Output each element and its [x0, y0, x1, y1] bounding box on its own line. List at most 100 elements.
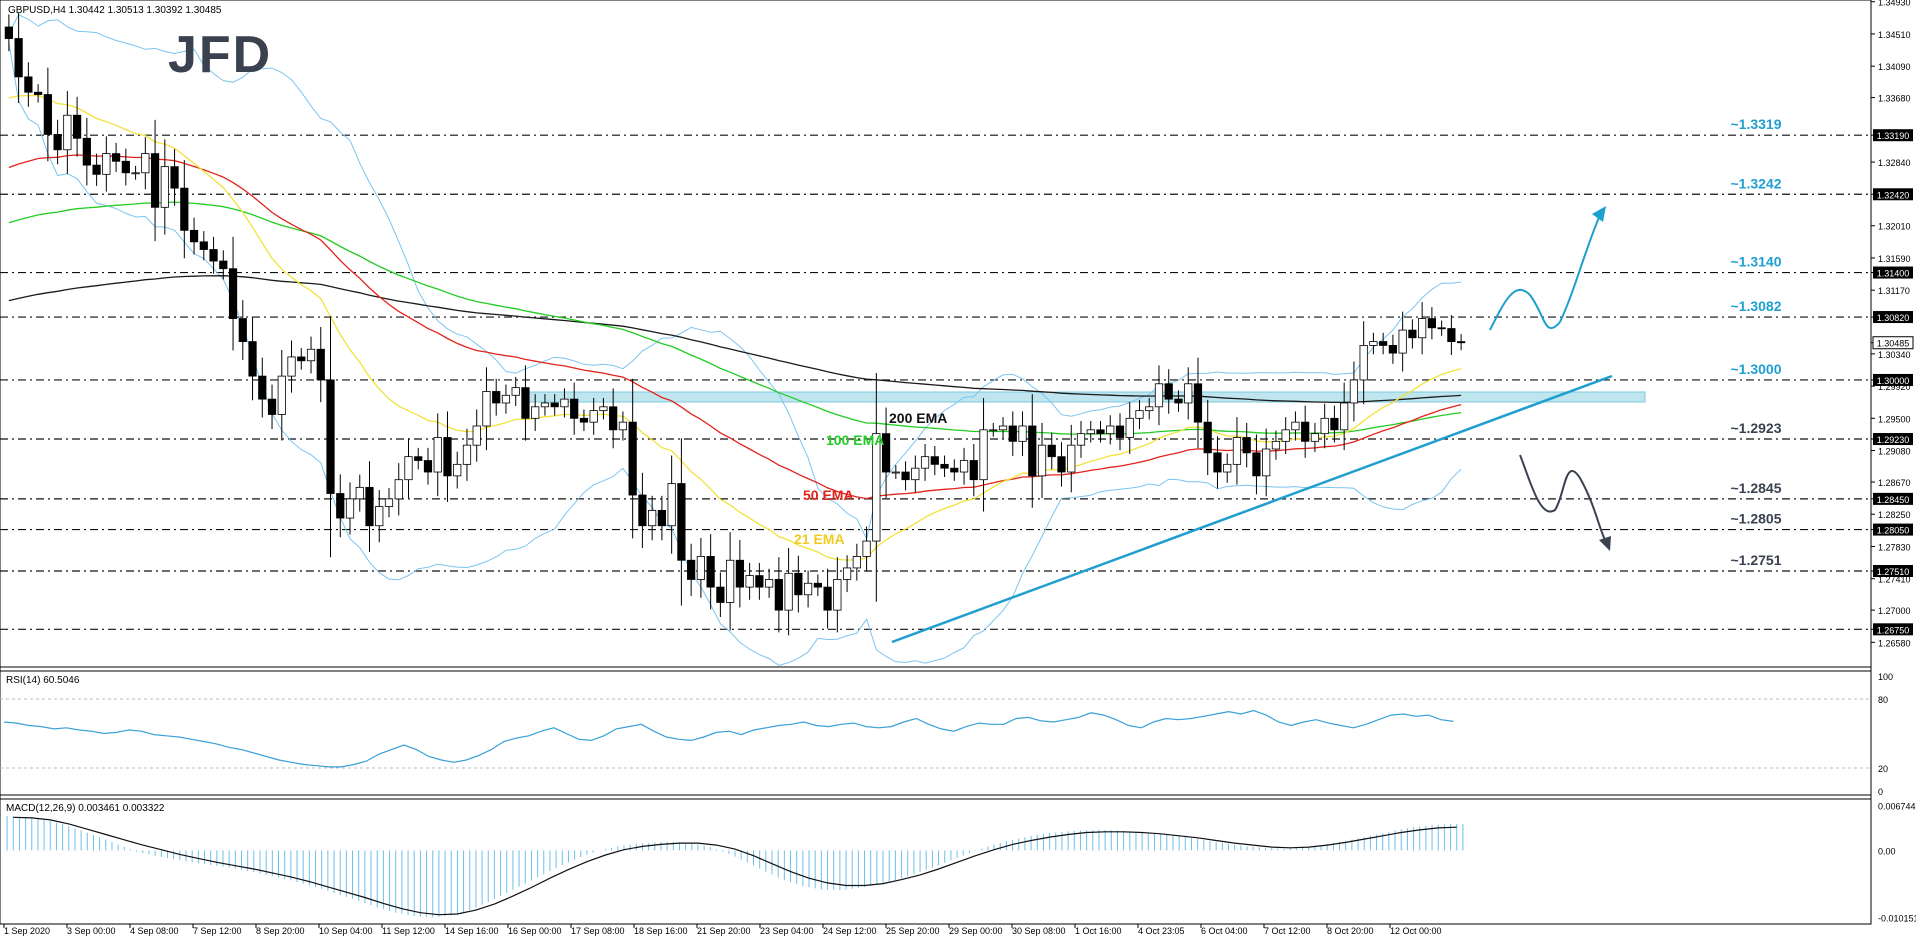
ascending-trendline: [891, 374, 1613, 644]
candle-body: [833, 579, 842, 611]
candle-body: [150, 153, 160, 208]
candle-body: [189, 229, 199, 243]
last-price-box: [1872, 336, 1914, 350]
candle-body: [1232, 437, 1242, 465]
candle-body: [14, 38, 23, 78]
candle-body: [384, 498, 394, 507]
candle-body: [998, 425, 1008, 431]
level-label: ~1.3140: [1731, 254, 1782, 270]
candle-body: [755, 575, 764, 588]
candle-body: [1203, 421, 1212, 454]
rsi-panel: 100 80 20 0: [0, 672, 1893, 797]
time-tick-label: 18 Sep 16:00: [634, 926, 688, 936]
candle-body: [365, 486, 374, 527]
time-tick-label: 3 Sep 00:00: [67, 926, 116, 936]
macd-axis-label: 0.00: [1878, 846, 1896, 856]
candle-body: [716, 586, 725, 603]
ema50-line: [8, 154, 1462, 500]
price-tick-label: 1.31170: [1878, 286, 1910, 296]
candle-body: [92, 164, 101, 175]
candle-body: [53, 134, 62, 151]
macd-axis-label: 0.006744: [1878, 802, 1916, 812]
time-tick-label: 8 Oct 20:00: [1327, 926, 1374, 936]
candle-body: [1379, 341, 1388, 346]
level-label: ~1.3082: [1731, 298, 1782, 314]
candle-body: [160, 166, 169, 208]
candle-body: [794, 572, 803, 596]
candle-body: [453, 463, 462, 477]
candle-body: [570, 398, 579, 419]
candle-body: [1174, 398, 1183, 404]
time-tick-label: 24 Sep 12:00: [823, 926, 877, 936]
candle-body: [1018, 425, 1027, 442]
ema200-label: 200 EMA: [889, 410, 947, 426]
candle-body: [638, 494, 647, 527]
level-axis-value: 1.26750: [1877, 625, 1910, 635]
level-label: ~1.2805: [1731, 511, 1782, 527]
price-tick-label: 1.27830: [1878, 542, 1911, 552]
candle-body: [1418, 318, 1427, 339]
candle-body: [726, 559, 735, 603]
candle-body: [433, 437, 442, 473]
candle-body: [1164, 383, 1173, 400]
candle-body: [550, 402, 559, 408]
price-tick-label: 1.28670: [1878, 478, 1911, 488]
ema100-label: 100 EMA: [826, 432, 884, 448]
time-tick-label: 11 Sep 12:00: [382, 926, 435, 936]
candle-body: [199, 241, 208, 250]
candle-body: [579, 417, 589, 423]
candle-body: [1106, 425, 1115, 435]
price-tick-label: 1.27000: [1878, 606, 1911, 616]
level-axis-value: 1.29230: [1877, 435, 1910, 445]
time-tick-label: 4 Oct 23:05: [1138, 926, 1185, 936]
rsi-axis-label: 20: [1878, 764, 1888, 774]
time-tick-label: 10 Sep 04:00: [319, 926, 373, 936]
candle-body: [1388, 345, 1398, 354]
time-axis: 1 Sep 2020 3 Sep 00:00 4 Sep 08:00 7 Sep 12…: [3, 924, 1442, 936]
level-axis-value: 1.33190: [1877, 131, 1910, 141]
candle-body: [1135, 410, 1144, 419]
candle-body: [228, 268, 238, 319]
candle-body: [1193, 383, 1203, 423]
level-axis-box: [1873, 311, 1913, 324]
candle-body: [1008, 425, 1017, 442]
candle-body: [1086, 429, 1095, 435]
level-axis-box: [1873, 373, 1913, 386]
time-tick-label: 21 Sep 20:00: [697, 926, 751, 936]
candle-body: [1369, 341, 1378, 346]
level-label: ~1.3242: [1731, 175, 1782, 191]
time-tick-label: 17 Sep 08:00: [571, 926, 625, 936]
level-label: ~1.2923: [1731, 420, 1782, 436]
candle-body: [628, 421, 637, 496]
candle-body: [443, 437, 452, 477]
price-tick-label: 1.26580: [1878, 638, 1911, 648]
candle-body: [803, 582, 813, 596]
candle-body: [121, 160, 130, 174]
rsi-axis-label: 0: [1878, 787, 1883, 797]
candle-body: [1067, 444, 1076, 473]
candle-body: [1262, 448, 1271, 477]
candle-body: [1028, 425, 1037, 477]
level-label: ~1.3000: [1731, 361, 1782, 377]
candle-body: [511, 387, 520, 396]
candle-body: [472, 425, 481, 446]
candle-body: [1437, 327, 1446, 330]
candle-body: [423, 460, 433, 473]
candle-body: [1037, 444, 1047, 477]
candle-body: [1330, 417, 1339, 431]
candle-body: [706, 556, 715, 588]
candle-body: [540, 402, 550, 408]
candle-body: [345, 498, 355, 519]
candle-body: [784, 572, 793, 611]
price-tick-label: 1.27410: [1878, 575, 1911, 585]
candle-body: [648, 509, 657, 527]
candle-body: [1125, 417, 1134, 438]
bearish-scenario-arrow: [1519, 454, 1606, 541]
candle-body: [336, 493, 345, 519]
level-label: ~1.2751: [1731, 552, 1782, 568]
level-axis-value: 1.27510: [1877, 567, 1910, 577]
price-tick-label: 1.29920: [1878, 382, 1911, 392]
candle-body: [531, 406, 540, 419]
candle-body: [930, 456, 939, 465]
